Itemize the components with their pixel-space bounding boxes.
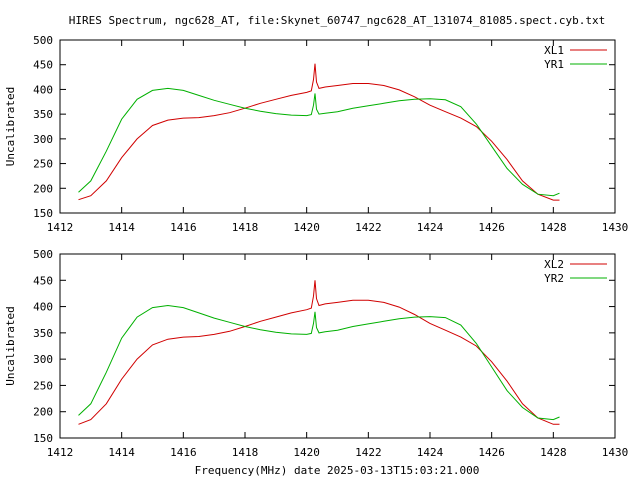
x-tick-label: 1418 [232,221,259,234]
y-tick-label: 500 [33,248,53,261]
y-tick-label: 350 [33,108,53,121]
y-tick-label: 250 [33,158,53,171]
series-line-yr1 [78,87,560,197]
x-tick-label: 1420 [293,446,320,459]
x-tick-label: 1426 [478,446,505,459]
legend-label-xl2: XL2 [544,258,564,271]
y-tick-label: 300 [33,353,53,366]
x-tick-label: 1422 [355,221,382,234]
x-tick-label: 1414 [108,221,135,234]
x-tick-label: 1424 [417,221,444,234]
chart-title: HIRES Spectrum, ngc628_AT, file:Skynet_6… [69,14,605,27]
y-tick-label: 500 [33,34,53,47]
y-tick-label: 150 [33,432,53,445]
x-tick-label: 1428 [540,221,567,234]
x-tick-label: 1428 [540,446,567,459]
y-axis-label: Uncalibrated [4,306,17,385]
y-tick-label: 400 [33,301,53,314]
x-tick-label: 1414 [108,446,135,459]
panel-2: 150 200 250 300 350 400 450 500 1412 1414 1416 1418… [4,248,628,477]
series-line-xl2 [78,280,560,425]
y-tick-label: 200 [33,406,53,419]
panel-1: 150 200 250 300 350 400 450 500 1412 1414 1416 1418… [4,34,628,234]
plot-frame [59,253,616,439]
x-tick-label: 1422 [355,446,382,459]
y-tick-label: 200 [33,182,53,195]
x-tick-label: 1420 [293,221,320,234]
y-tick-label: 250 [33,379,53,392]
y-axis-label: Uncalibrated [4,87,17,166]
y-tick-label: 450 [33,59,53,72]
x-tick-label: 1416 [170,446,197,459]
x-tick-label: 1418 [232,446,259,459]
x-tick-label: 1430 [602,221,629,234]
legend-label-yr1: YR1 [544,58,564,71]
y-tick-label: 350 [33,327,53,340]
plot-frame [59,39,616,214]
x-tick-label: 1424 [417,446,444,459]
x-axis-label: Frequency(MHz) date 2025-03-13T15:03:21.… [195,464,480,477]
series-line-yr2 [78,304,560,421]
y-tick-label: 150 [33,207,53,220]
x-tick-label: 1416 [170,221,197,234]
x-tick-label: 1412 [47,446,74,459]
legend-label-yr2: YR2 [544,272,564,285]
x-tick-label: 1412 [47,221,74,234]
x-tick-label: 1430 [602,446,629,459]
y-tick-label: 450 [33,274,53,287]
y-tick-label: 300 [33,133,53,146]
legend-label-xl1: XL1 [544,44,564,57]
y-tick-label: 400 [33,83,53,96]
x-tick-label: 1426 [478,221,505,234]
series-line-xl1 [78,63,560,201]
